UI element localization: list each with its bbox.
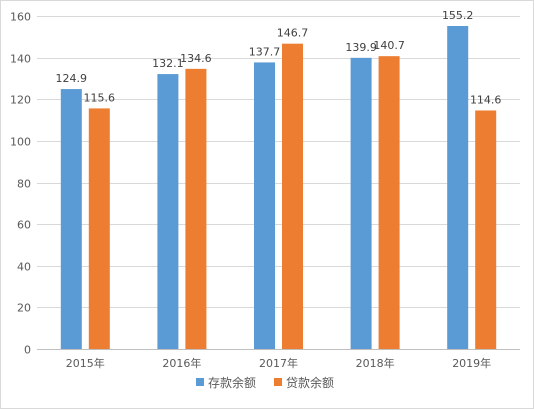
- gridlines: [37, 16, 520, 308]
- legend-label: 存款余额: [208, 375, 256, 390]
- data-label: 114.6: [470, 93, 502, 106]
- x-tick-label: 2015年: [66, 356, 105, 370]
- x-tick-label: 2016年: [162, 356, 201, 370]
- bar-deposit: [350, 57, 372, 349]
- bar-loan: [185, 68, 207, 350]
- y-tick-label: 100: [10, 136, 31, 149]
- bar-loan: [88, 108, 110, 349]
- legend-swatch-loan: [274, 378, 282, 386]
- data-label: 115.6: [84, 91, 116, 104]
- x-tick-label: 2019年: [452, 356, 491, 370]
- y-tick-label: 60: [17, 219, 31, 232]
- y-tick-label: 0: [24, 344, 31, 357]
- y-tick-label: 80: [17, 178, 31, 191]
- data-label: 139.9: [345, 41, 377, 54]
- bar-loan: [378, 56, 400, 350]
- data-label: 134.6: [180, 52, 212, 65]
- legend-label: 贷款余额: [286, 375, 334, 390]
- y-tick-label: 140: [10, 53, 31, 66]
- data-label: 140.7: [373, 39, 405, 52]
- y-tick-label: 120: [10, 94, 31, 107]
- legend: 存款余额 贷款余额: [196, 375, 334, 390]
- bar-loan: [475, 110, 497, 350]
- data-label: 124.9: [56, 72, 88, 85]
- y-tick-label: 160: [10, 11, 31, 24]
- bar-loan: [282, 43, 303, 349]
- bar-deposit: [447, 25, 469, 350]
- bar-deposit: [157, 74, 179, 350]
- axes: 0 20 40 60 80 100 120 140 160 2015年 2016年 2017年 2018…: [10, 11, 520, 370]
- y-tick-label: 40: [17, 261, 31, 274]
- y-tick-label: 20: [17, 302, 31, 315]
- data-label: 137.7: [249, 45, 281, 58]
- legend-swatch-deposit: [196, 378, 204, 386]
- x-tick-label: 2018年: [356, 356, 395, 370]
- x-tick-label: 2017年: [259, 356, 298, 370]
- bars: [60, 25, 497, 350]
- data-label: 146.7: [277, 27, 309, 40]
- data-label: 132.1: [152, 57, 184, 70]
- bar-deposit: [254, 62, 275, 350]
- bar-deposit: [60, 89, 82, 349]
- data-label: 155.2: [442, 9, 474, 22]
